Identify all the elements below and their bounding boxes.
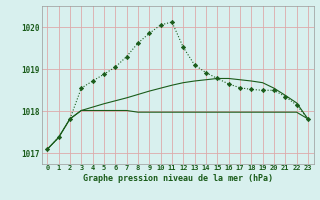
X-axis label: Graphe pression niveau de la mer (hPa): Graphe pression niveau de la mer (hPa) [83, 174, 273, 183]
